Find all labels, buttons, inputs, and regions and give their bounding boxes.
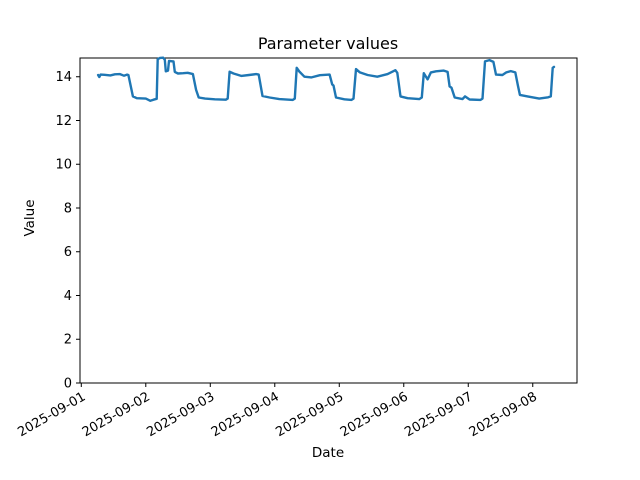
x-tick-label: 2025-09-08 xyxy=(467,389,540,440)
x-tick-label: 2025-09-06 xyxy=(338,389,411,440)
y-tick-label: 8 xyxy=(64,201,72,216)
y-tick-label: 2 xyxy=(64,333,72,348)
y-tick-label: 12 xyxy=(55,114,72,129)
x-tick-label: 2025-09-02 xyxy=(80,389,153,440)
x-tick-label: 2025-09-07 xyxy=(402,389,475,440)
y-tick-label: 0 xyxy=(64,377,72,392)
y-tick-label: 14 xyxy=(55,70,72,85)
y-tick-label: 4 xyxy=(64,289,72,304)
chart-title: Parameter values xyxy=(258,34,398,53)
x-tick-label: 2025-09-04 xyxy=(209,389,282,440)
data-line-series xyxy=(96,56,556,103)
y-axis-ticks: 0 2 4 6 8 10 12 14 xyxy=(55,70,80,392)
x-axis-ticks: 2025-09-012025-09-022025-09-032025-09-04… xyxy=(15,383,540,440)
y-tick-label: 10 xyxy=(55,158,72,173)
plot-area-border xyxy=(79,57,578,384)
x-axis-label: Date xyxy=(312,445,344,461)
x-tick-label: 2025-09-03 xyxy=(144,389,217,440)
x-tick-label: 2025-09-01 xyxy=(15,389,88,440)
y-axis-label: Value xyxy=(22,199,38,236)
y-tick-label: 6 xyxy=(64,245,72,260)
x-tick-label: 2025-09-05 xyxy=(273,389,346,440)
